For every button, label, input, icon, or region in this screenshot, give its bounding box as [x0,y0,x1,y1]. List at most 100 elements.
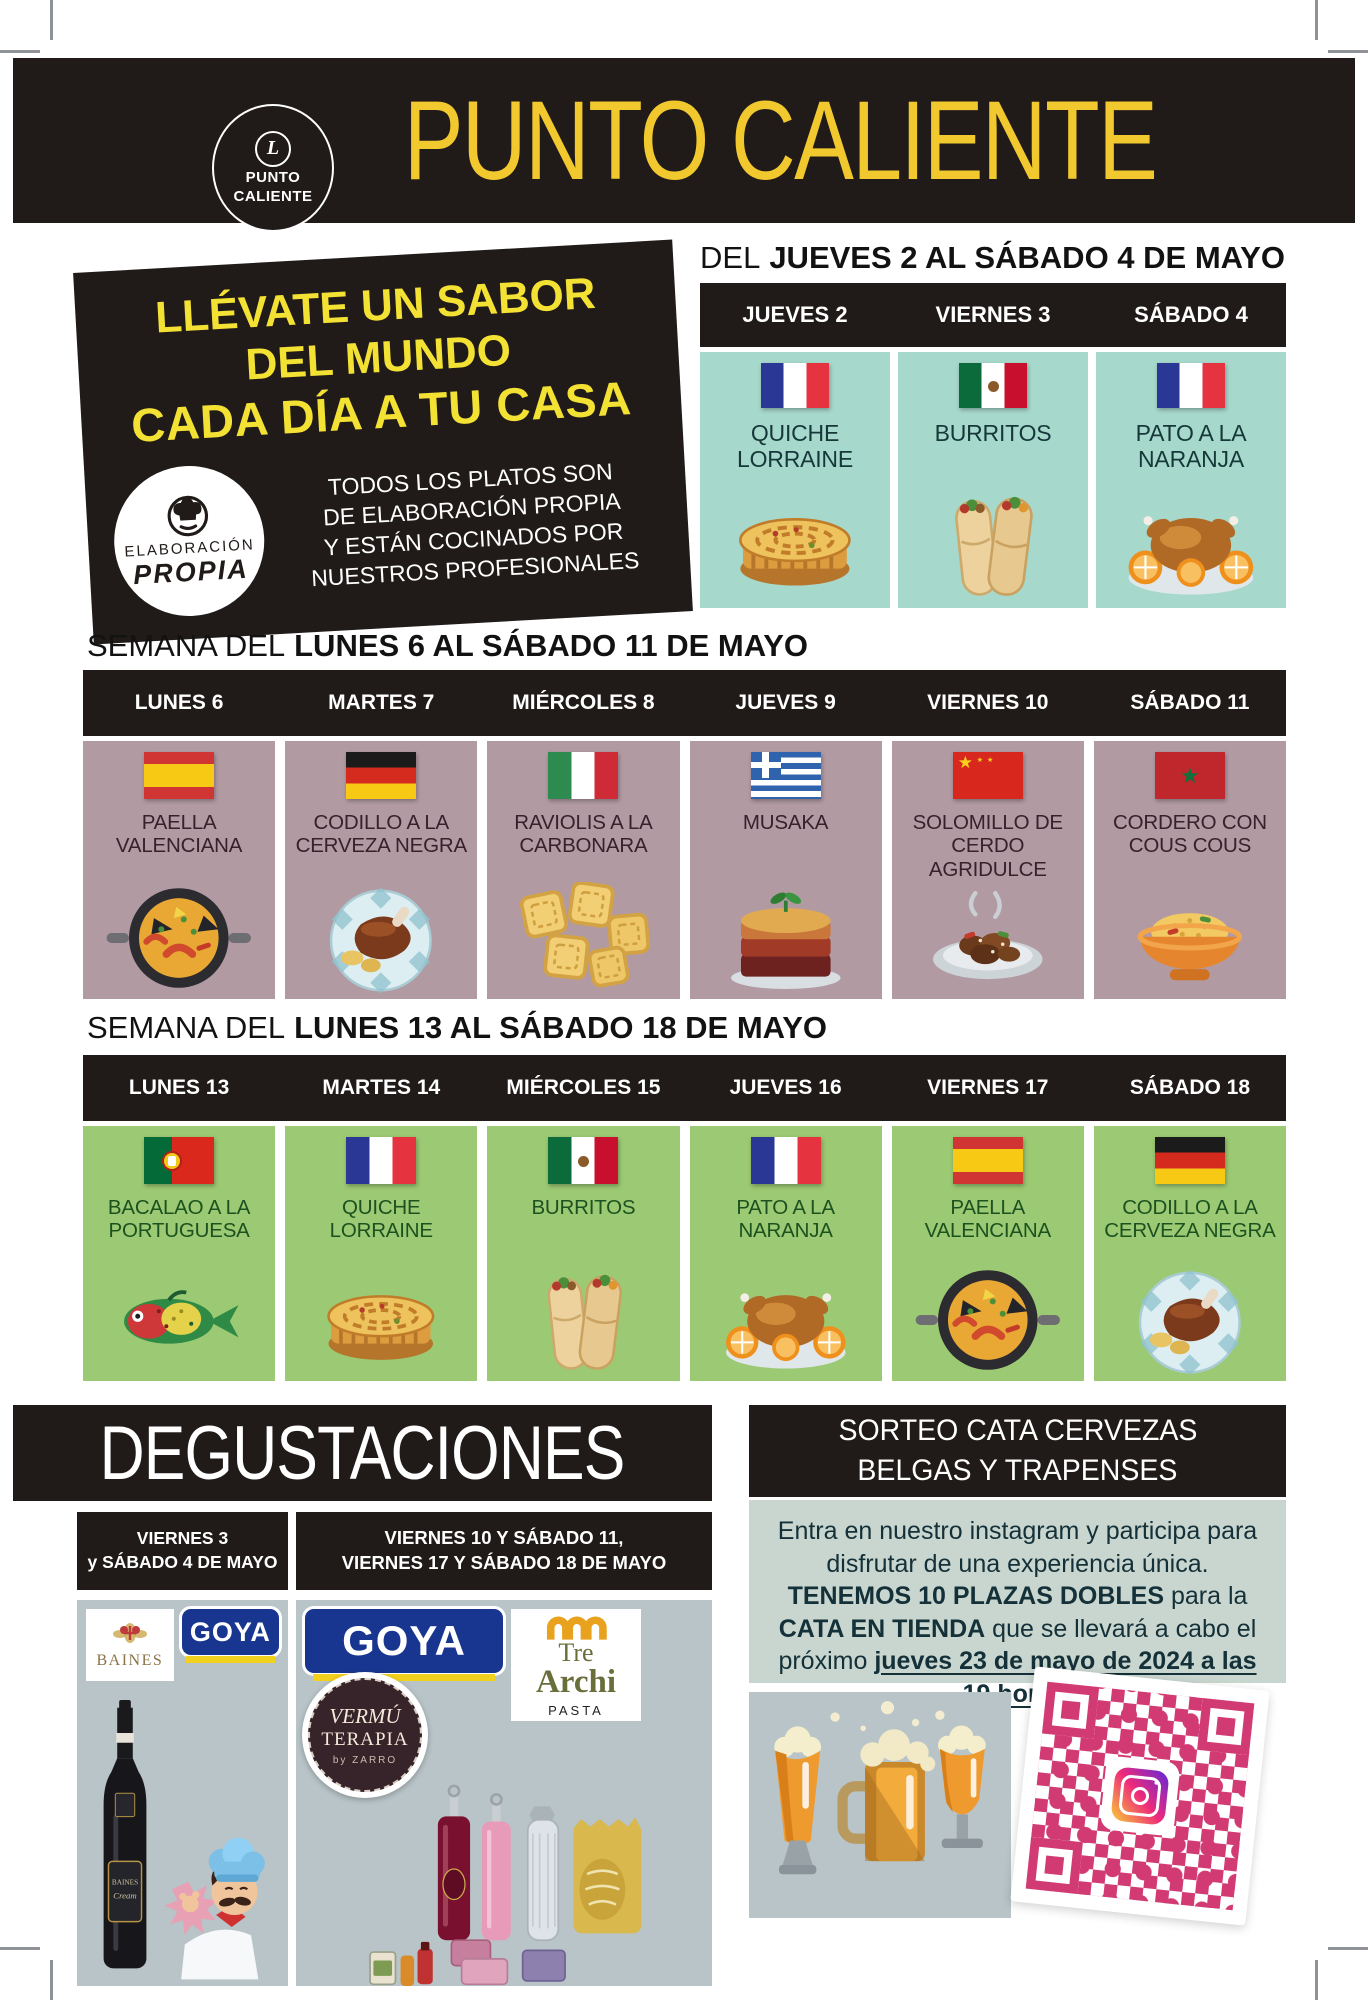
chef-hat-icon [167,496,209,537]
crop-mark [0,1947,40,1950]
punto-caliente-logo: L PUNTO CALIENTE [212,104,334,232]
event1-dates-line: VIERNES 3 [136,1528,229,1549]
day-header: MIÉRCOLES 8 [512,691,655,714]
dish-name: BURRITOS [531,1196,636,1219]
menu-day-cell: CORDERO CON COUS COUS [1093,741,1287,999]
week2-title-prefix: SEMANA DEL [87,628,286,663]
sorteo-body-text: Entra en nuestro instagram y participa p… [749,1500,1286,1708]
day-header: SÁBADO 11 [1130,691,1250,714]
baines-bottle-illustration: BAINES Cream [103,1699,147,1969]
degustaciones-title: DEGUSTACIONES [100,1410,626,1496]
france-flag-icon [1157,363,1225,408]
instagram-icon [1110,1766,1170,1826]
qr-finder-icon [1042,1681,1100,1739]
day-header: VIERNES 17 [927,1076,1049,1099]
menu-day-cell: CODILLO A LA CERVEZA NEGRA [1093,1126,1287,1381]
day-header: VIERNES 3 [935,302,1051,327]
week3-title: SEMANA DEL LUNES 13 AL SÁBADO 18 DE MAYO [87,1010,827,1046]
crop-mark [1315,1960,1318,2000]
crop-mark [0,50,40,53]
morocco-flag-icon [1154,752,1225,799]
paella-illustration [909,1264,1067,1376]
week2-title: SEMANA DEL LUNES 6 AL SÁBADO 11 DE MAYO [87,628,808,664]
crop-mark [1328,1947,1368,1950]
dish-name: CODILLO A LA CERVEZA NEGRA [1104,1196,1276,1243]
day-header: MIÉRCOLES 15 [506,1076,661,1099]
elaboracion-propia-badge: ELABORACIÓN PROPIA [110,462,269,621]
week3-title-prefix: SEMANA DEL [87,1010,286,1045]
menu-day-cell: PATO A LA NARANJA [1096,352,1286,608]
week2-title-dates: LUNES 6 AL SÁBADO 11 DE MAYO [294,628,809,663]
week2-menu-table: LUNES 6 MARTES 7 MIÉRCOLES 8 JUEVES 9 VI… [83,670,1287,999]
baines-wordmark: BAINES [96,1652,164,1669]
spain-flag-icon [952,1137,1023,1184]
menu-day-cell: PAELLA VALENCIANA [891,1126,1084,1381]
menu-day-cell: QUICHE LORRAINE [700,352,890,608]
sorteo-text-segment: Entra en nuestro instagram y participa p… [777,1517,1258,1578]
vermuterapia-badge: VERMÚ TERAPIA by ZARRO [302,1672,428,1798]
week3-menu-table: LUNES 13 MARTES 14 MIÉRCOLES 15 JUEVES 1… [83,1055,1287,1381]
codillo-illustration [302,882,460,994]
crop-mark [1315,0,1318,40]
goya-wordmark: GOYA [189,1616,271,1647]
sorteo-title-line: SORTEO CATA CERVEZAS [838,1414,1197,1448]
goya-logo: GOYA [181,1609,279,1663]
goya-products-illustration [369,1784,642,1986]
vermuterapia-wordmark-bottom: TERAPIA [321,1729,409,1750]
tre-archi-wordmark-top: Tre [558,1637,594,1667]
day-header: JUEVES 2 [742,302,848,327]
qr-finder-icon [1025,1836,1083,1894]
dish-name: BURRITOS [934,420,1052,446]
menu-day-cell: BURRITOS [487,1126,680,1381]
week3-header-row: LUNES 13 MARTES 14 MIÉRCOLES 15 JUEVES 1… [83,1055,1286,1121]
degustacion-event1-dates: VIERNES 3 y SÁBADO 4 DE MAYO [77,1512,288,1590]
day-header: SÁBADO 18 [1129,1076,1251,1099]
sorteo-text-highlight: CATA EN TIENDA [778,1614,986,1643]
baines-logo: BAINES [86,1609,174,1681]
dish-name: CORDERO CON COUS COUS [1113,811,1267,858]
sorteo-title-line: BELGAS Y TRAPENSES [857,1454,1178,1487]
sorteo-text-segment: que se llevará a cabo el próximo [778,1614,1257,1676]
degustacion-event2-dates: VIERNES 10 Y SÁBADO 11, VIERNES 17 Y SÁB… [296,1512,712,1590]
degustacion-panel-1: BAINES GOYA BAINES Cream [77,1600,288,1986]
sorteo-qr-code [1010,1666,1270,1926]
mexico-flag-icon [548,1137,619,1184]
china-flag-icon [952,752,1023,799]
event2-dates-line: VIERNES 10 Y SÁBADO 11, [384,1527,624,1549]
bottle-label-text: BAINES [112,1879,138,1887]
greece-flag-icon [750,752,821,799]
day-header: MARTES 7 [328,691,435,714]
dish-name: CODILLO A LA CERVEZA NEGRA [295,811,468,858]
dish-name: QUICHE LORRAINE [329,1196,433,1243]
sorteo-title: SORTEO CATA CERVEZAS BELGAS Y TRAPENSES [749,1405,1286,1497]
instagram-chip [1099,1755,1181,1837]
france-flag-icon [346,1137,417,1184]
menu-day-cell: QUICHE LORRAINE [285,1126,478,1381]
dish-name: PATO A LA NARANJA [736,1196,835,1243]
bacalao-fish-illustration [100,1264,258,1376]
beer-glasses-icon [774,1701,986,1875]
duck-orange-illustration [707,1264,865,1376]
qr-finder-icon [1197,1698,1255,1756]
menu-day-cell: MUSAKA [689,741,882,999]
day-header: SÁBADO 4 [1134,302,1248,327]
moussaka-illustration [707,882,865,994]
logo-word-top: PUNTO [245,168,301,186]
badge-text-bottom: PROPIA [132,553,250,591]
baines-crest-icon [112,1623,147,1643]
degustaciones-banner: DEGUSTACIONES [13,1405,712,1501]
quiche-illustration [302,1264,460,1376]
menu-day-cell: BURRITOS [898,352,1088,608]
degustacion-panel-2: GOYA Tre Archi PASTA VERMÚ TERAPIA by ZA… [296,1600,712,1986]
week1-title: DEL JUEVES 2 AL SÁBADO 4 DE MAYO [700,240,1285,276]
promo-body-text: TODOS LOS PLATOS SON DE ELABORACIÓN PROP… [277,455,669,596]
tre-archi-logo: Tre Archi PASTA [511,1609,641,1721]
l-monogram-icon: L [255,130,291,167]
tre-archi-pasta-label: PASTA [548,1702,604,1718]
tre-archi-arches-icon [546,1616,607,1640]
germany-flag-icon [1154,1137,1225,1184]
day-header: JUEVES 9 [735,691,836,714]
sorteo-text-segment: para la [1164,1582,1248,1610]
dish-name: BACALAO A LA PORTUGUESA [107,1196,251,1243]
